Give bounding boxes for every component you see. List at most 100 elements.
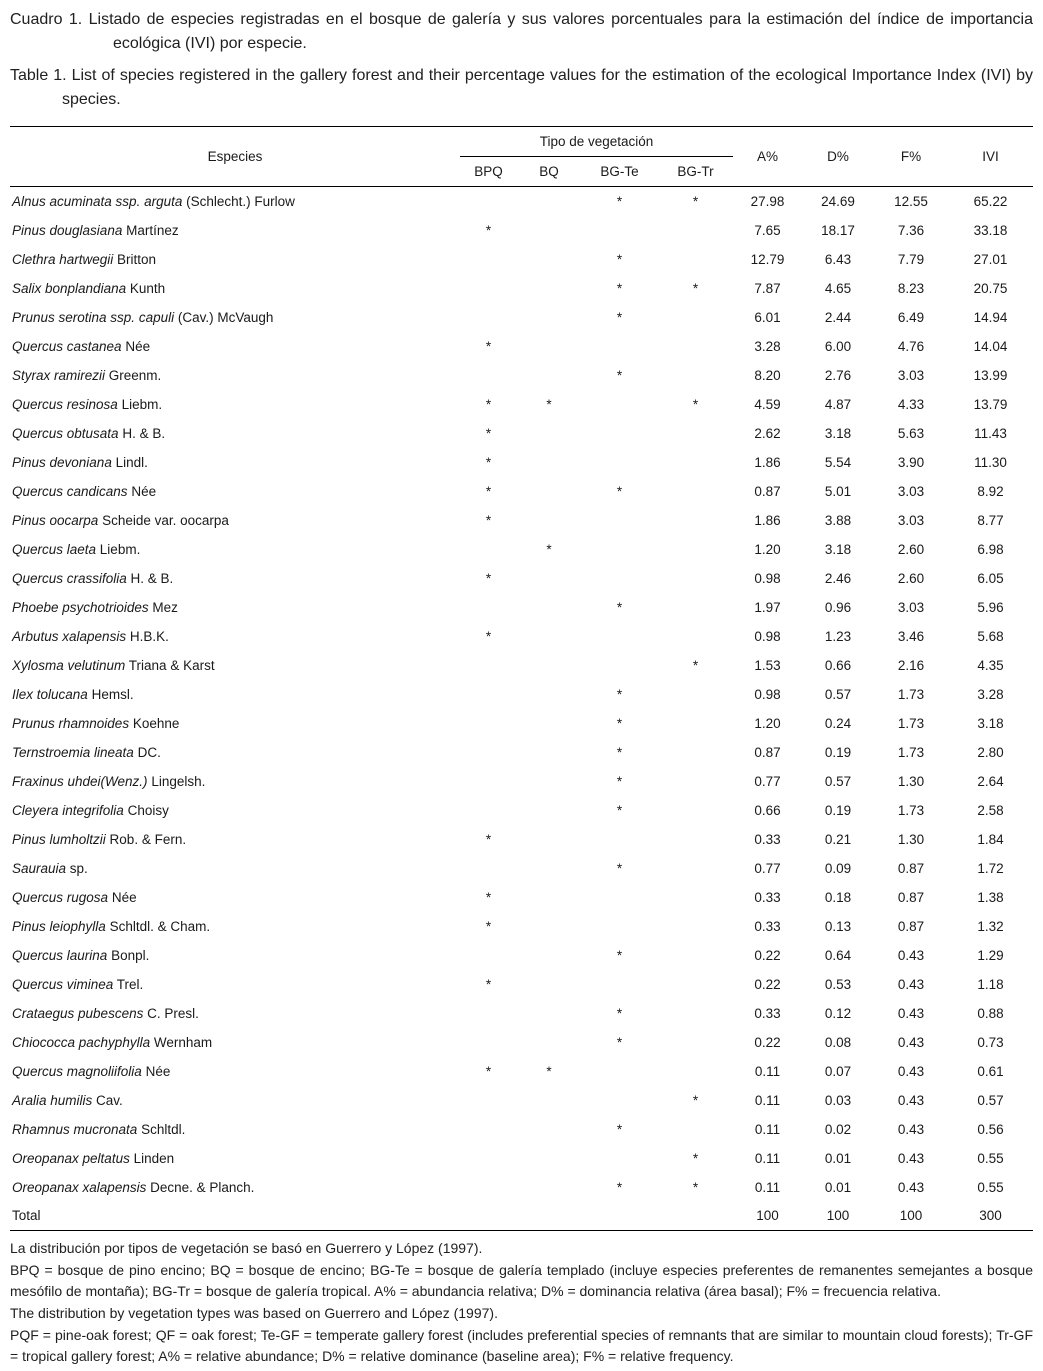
table-row: Quercus crassifolia H. & B. * 0.98 2.46 2.60… <box>10 564 1033 593</box>
species-scientific-name: Crataegus pubescens <box>12 1005 144 1021</box>
species-scientific-name: Xylosma velutinum <box>12 657 126 673</box>
dominance-cell: 2.76 <box>824 367 852 383</box>
species-scientific-name: Oreopanax xalapensis <box>12 1179 147 1195</box>
veg-bgtr-cell <box>658 854 733 883</box>
veg-bgte-cell: * <box>616 1034 623 1050</box>
frequency-cell: 1.73 <box>897 715 925 731</box>
veg-bgte-cell: * <box>616 599 623 615</box>
species-name: Pinus leiophylla Schltdl. & Cham. <box>12 918 211 934</box>
species-name: Xylosma velutinum Triana & Karst <box>12 657 215 673</box>
veg-bpq-cell: * <box>485 483 492 499</box>
dominance-cell: 5.01 <box>824 483 852 499</box>
species-scientific-name: Prunus serotina ssp. capuli <box>12 309 175 325</box>
veg-bpq-cell: * <box>485 1063 492 1079</box>
veg-bpq-cell <box>460 767 517 796</box>
veg-bq-cell <box>517 825 581 854</box>
veg-bgtr-cell <box>658 506 733 535</box>
total-frequency: 100 <box>899 1208 923 1224</box>
col-header-tipo-vegetacion: Tipo de vegetación <box>460 126 734 157</box>
species-scientific-name: Styrax ramirezii <box>12 367 106 383</box>
veg-bq-cell <box>517 912 581 941</box>
dominance-cell: 0.13 <box>824 918 852 934</box>
dominance-cell: 4.65 <box>824 280 852 296</box>
abundance-cell: 0.98 <box>754 570 781 586</box>
species-name: Quercus viminea Trel. <box>12 976 144 992</box>
abundance-cell: 0.33 <box>754 831 781 847</box>
table-row: Pinus douglasiana Martínez * 7.65 18.17 7.36… <box>10 216 1033 245</box>
veg-bq-cell <box>517 709 581 738</box>
species-scientific-name: Pinus lumholtzii <box>12 831 106 847</box>
veg-bgte-cell <box>581 1086 658 1115</box>
col-header-bgte: BG-Te <box>600 164 639 179</box>
veg-bgte-cell <box>581 535 658 564</box>
frequency-cell: 6.49 <box>897 309 925 325</box>
dominance-cell: 0.96 <box>824 599 852 615</box>
veg-bgte-cell: * <box>616 280 623 296</box>
veg-bq-cell <box>517 941 581 970</box>
frequency-cell: 2.16 <box>897 657 925 673</box>
veg-bpq-cell <box>460 1115 517 1144</box>
species-scientific-name: Quercus resinosa <box>12 396 118 412</box>
dominance-cell: 1.23 <box>824 628 852 644</box>
veg-bgte-cell <box>581 825 658 854</box>
table-row: Pinus oocarpa Scheide var. oocarpa * 1.86 3… <box>10 506 1033 535</box>
table-row: Quercus rugosa Née * 0.33 0.18 0.87 1.38 <box>10 883 1033 912</box>
dominance-cell: 3.18 <box>824 541 852 557</box>
veg-bgtr-cell <box>658 825 733 854</box>
veg-bq-cell <box>517 622 581 651</box>
ivi-cell: 6.05 <box>977 570 1004 586</box>
species-scientific-name: Quercus candicans <box>12 483 128 499</box>
total-dominance: 100 <box>826 1208 850 1224</box>
veg-bq-cell: * <box>546 541 552 557</box>
veg-bq-cell <box>517 1173 581 1202</box>
species-scientific-name: Clethra hartwegii <box>12 251 114 267</box>
veg-bgtr-cell <box>658 245 733 274</box>
veg-bgtr-cell: * <box>692 1150 699 1166</box>
veg-bgte-cell: * <box>616 947 623 963</box>
frequency-cell: 3.46 <box>897 628 925 644</box>
veg-bpq-cell <box>460 361 517 390</box>
veg-bq-cell <box>517 1115 581 1144</box>
dominance-cell: 2.46 <box>824 570 852 586</box>
veg-bgte-cell: * <box>616 686 623 702</box>
abundance-cell: 0.22 <box>754 947 781 963</box>
veg-bgte-cell: * <box>616 1179 623 1195</box>
veg-bq-cell <box>517 767 581 796</box>
species-scientific-name: Chiococca pachyphylla <box>12 1034 151 1050</box>
species-name: Prunus serotina ssp. capuli (Cav.) McVau… <box>12 309 274 325</box>
veg-bgte-cell: * <box>616 715 623 731</box>
dominance-cell: 2.44 <box>824 309 852 325</box>
species-name: Arbutus xalapensis H.B.K. <box>12 628 169 644</box>
frequency-cell: 4.76 <box>897 338 925 354</box>
ivi-cell: 4.35 <box>977 657 1004 673</box>
ivi-cell: 0.55 <box>977 1179 1004 1195</box>
frequency-cell: 4.33 <box>897 396 925 412</box>
table-row: Quercus laurina Bonpl. * 0.22 0.64 0.43 1.29 <box>10 941 1033 970</box>
col-header-abundance: A% <box>757 149 779 164</box>
total-abundance: 100 <box>756 1208 779 1224</box>
species-name: Phoebe psychotrioides Mez <box>12 599 178 615</box>
frequency-cell: 3.03 <box>897 483 925 499</box>
dominance-cell: 0.01 <box>824 1179 852 1195</box>
species-name: Oreopanax xalapensis Decne. & Planch. <box>12 1179 255 1195</box>
dominance-cell: 0.64 <box>824 947 852 963</box>
ivi-cell: 11.30 <box>974 454 1007 470</box>
frequency-cell: 7.79 <box>897 251 925 267</box>
frequency-cell: 0.87 <box>897 889 925 905</box>
ivi-cell: 0.56 <box>977 1121 1004 1137</box>
abundance-cell: 12.79 <box>750 251 785 267</box>
frequency-cell: 8.23 <box>897 280 925 296</box>
veg-bgte-cell <box>581 1144 658 1173</box>
species-scientific-name: Quercus viminea <box>12 976 114 992</box>
col-header-dominance: D% <box>827 149 849 164</box>
veg-bgtr-cell <box>658 535 733 564</box>
veg-bgte-cell: * <box>616 309 623 325</box>
veg-bpq-cell <box>460 274 517 303</box>
abundance-cell: 1.86 <box>754 512 781 528</box>
frequency-cell: 0.43 <box>897 1092 925 1108</box>
abundance-cell: 1.86 <box>754 454 781 470</box>
veg-bpq-cell: * <box>485 396 492 412</box>
abundance-cell: 0.66 <box>754 802 781 818</box>
veg-bgtr-cell <box>658 1057 733 1086</box>
